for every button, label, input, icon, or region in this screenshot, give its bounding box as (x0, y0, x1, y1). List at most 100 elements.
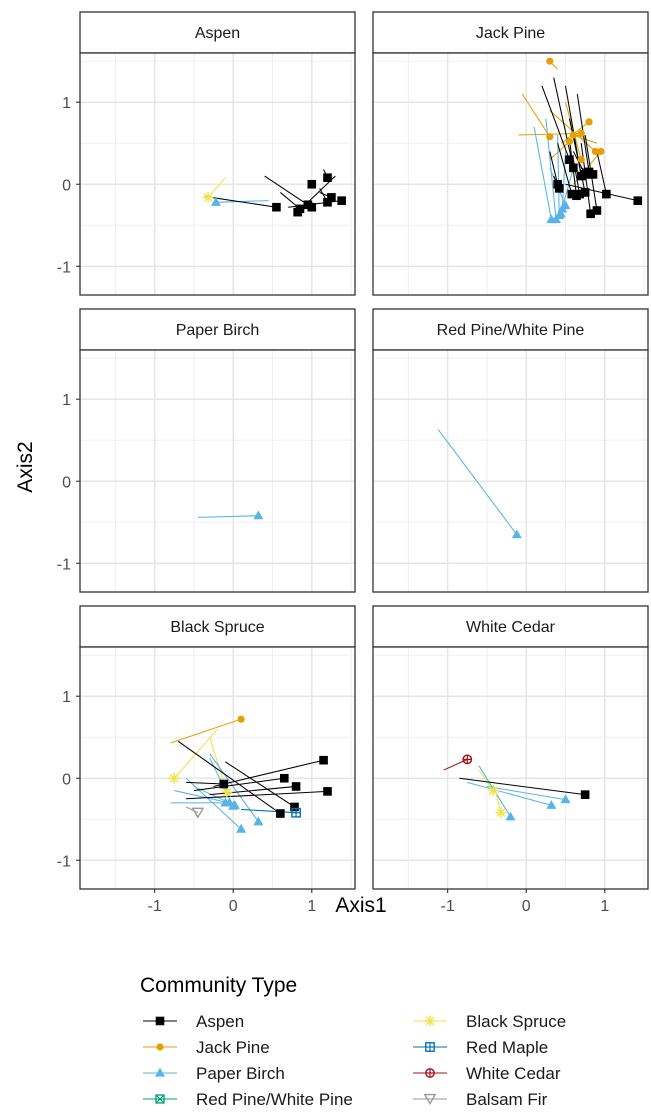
data-point (291, 782, 301, 791)
legend-key-marker (155, 1067, 165, 1077)
data-layer (168, 715, 332, 833)
legend-entry: Black Spruce (413, 1012, 566, 1031)
trajectory-line (541, 85, 570, 160)
data-point (276, 809, 285, 818)
data-point (495, 807, 507, 819)
legend-label: Black Spruce (466, 1012, 566, 1031)
trajectory-line (170, 718, 242, 744)
data-layer (202, 169, 346, 217)
legend-key-marker (425, 1042, 435, 1052)
legend-label: Red Maple (466, 1038, 548, 1057)
data-point (290, 802, 299, 812)
legend-label: Balsam Fir (466, 1090, 548, 1109)
panel-border (79, 646, 356, 890)
y-tick-label: 0 (62, 771, 71, 788)
data-point (323, 173, 332, 182)
plot-background (80, 350, 355, 592)
data-point (546, 133, 554, 141)
facet-strip-label: Paper Birch (176, 322, 260, 339)
x-axis-title: Axis1 (335, 894, 386, 917)
data-point (272, 202, 281, 212)
data-point (323, 787, 332, 796)
trajectory-line (209, 785, 297, 796)
y-tick-label: 1 (62, 392, 71, 409)
data-layer (437, 429, 522, 539)
trajectory-line (264, 175, 309, 206)
plot-background (80, 53, 355, 295)
data-point (293, 207, 302, 217)
data-point (567, 189, 577, 199)
data-point (592, 206, 602, 215)
data-point (307, 179, 317, 189)
plot-background (373, 647, 648, 889)
data-point (633, 196, 643, 205)
data-point (560, 794, 571, 804)
trajectory-line (557, 143, 573, 195)
y-tick-label: 1 (62, 95, 71, 112)
data-point (191, 807, 205, 819)
facet-panel: Jack Pine (372, 11, 649, 296)
data-point (580, 170, 590, 179)
trajectory-line (213, 759, 324, 787)
data-point (588, 170, 598, 179)
data-point (565, 137, 574, 146)
y-tick-label: -1 (57, 259, 71, 276)
panel-border (372, 349, 649, 593)
trajectory-line (596, 151, 607, 195)
y-tick-label: -1 (57, 853, 71, 870)
legend-key-marker (156, 1043, 164, 1051)
legend-key-marker (155, 1094, 165, 1104)
facet-strip (372, 11, 649, 54)
data-point (327, 193, 336, 202)
y-tick-label: 0 (62, 177, 71, 194)
data-point (237, 715, 245, 723)
trajectory-line (573, 134, 598, 144)
data-point (253, 510, 264, 520)
facet-strip (79, 11, 356, 54)
data-layer (443, 754, 590, 821)
data-point (319, 755, 328, 765)
facet-panel: Aspen -1 0 1 (57, 11, 356, 296)
trajectory-line (533, 126, 552, 220)
data-point (560, 200, 571, 210)
legend-entry: Paper Birch (143, 1064, 285, 1083)
data-point (586, 209, 595, 219)
data-point (221, 786, 233, 798)
data-point (565, 155, 574, 164)
legend-key-marker (423, 1093, 437, 1105)
legend-key-marker (424, 1015, 436, 1027)
gridlines (80, 647, 355, 889)
facet-strip (79, 605, 356, 648)
x-tick-label: -1 (148, 898, 162, 915)
plot-background (373, 350, 648, 592)
facet-panel: Red Pine/White Pine (372, 308, 649, 593)
data-layer (197, 510, 264, 520)
y-tick-label: 0 (62, 474, 71, 491)
facet-strip (372, 605, 649, 648)
panel-border (79, 349, 356, 593)
trajectory-line (215, 200, 269, 203)
trajectory-line (225, 761, 295, 808)
trajectory-line (549, 151, 559, 185)
trajectory-line (241, 808, 297, 814)
x-tick-label: 0 (229, 898, 238, 915)
trajectory-line (177, 740, 281, 814)
facet-strip-label: Black Spruce (170, 619, 264, 636)
gridlines (373, 350, 648, 592)
legend-label: Red Pine/White Pine (196, 1090, 353, 1109)
facet-strip-label: White Cedar (466, 619, 556, 636)
data-point (279, 773, 289, 783)
data-point (505, 811, 516, 821)
data-point (462, 754, 473, 765)
data-point (555, 208, 566, 218)
data-point (597, 147, 605, 156)
data-point (168, 772, 180, 784)
data-point (575, 189, 584, 199)
data-point (580, 188, 590, 197)
facet-strip-label: Jack Pine (476, 25, 545, 42)
plot-background (80, 647, 355, 889)
data-point (591, 147, 599, 156)
data-point (580, 790, 590, 799)
data-point (307, 202, 317, 212)
legend-label: White Cedar (466, 1064, 561, 1083)
